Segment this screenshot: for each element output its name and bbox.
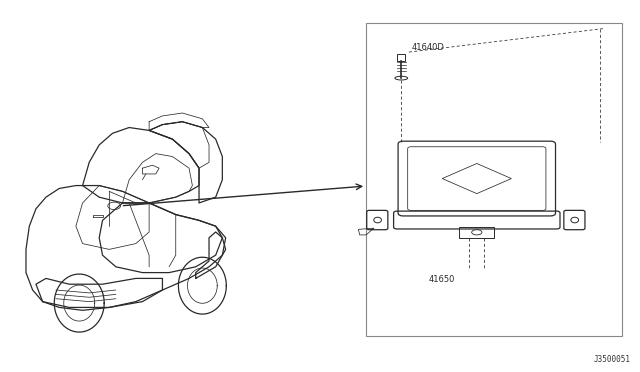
Bar (366, 23, 622, 336)
Text: J3500051: J3500051 (593, 355, 630, 364)
Bar (460, 227, 495, 237)
Bar (397, 54, 405, 61)
Text: 41640D: 41640D (412, 43, 444, 52)
Text: 41650: 41650 (428, 275, 455, 284)
